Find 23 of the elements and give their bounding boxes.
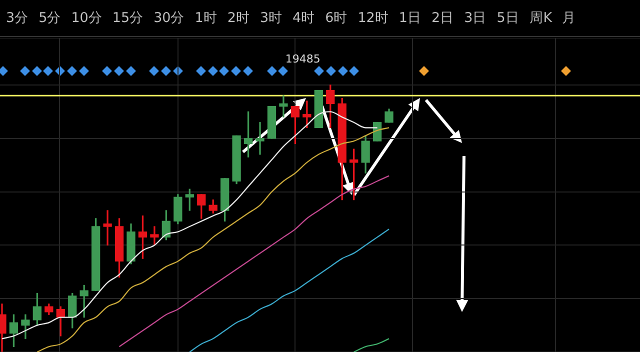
text: 3分 xyxy=(6,9,29,27)
text: 3日 xyxy=(464,9,487,27)
text: 月 xyxy=(562,9,576,27)
candlestick xyxy=(302,100,312,128)
candlestick xyxy=(150,226,159,246)
candlestick xyxy=(256,122,264,155)
text: 5分 xyxy=(38,9,62,27)
text: 12时 xyxy=(358,9,389,27)
text: 2日 xyxy=(432,9,454,27)
text: 1日 xyxy=(398,9,422,27)
text: 3时 xyxy=(260,9,283,27)
text: 15分 xyxy=(112,9,144,27)
text: 4时 xyxy=(292,9,316,27)
text: 5日 xyxy=(496,9,520,27)
text: 19485 xyxy=(285,52,320,66)
text: 6时 xyxy=(325,9,348,27)
text: 30分 xyxy=(154,9,185,27)
candlestick xyxy=(103,210,112,246)
candlestick xyxy=(279,95,288,118)
text: 周K xyxy=(529,9,552,27)
text: 10分 xyxy=(71,9,102,27)
text: 2时 xyxy=(227,9,250,27)
text: 1时 xyxy=(194,9,218,27)
